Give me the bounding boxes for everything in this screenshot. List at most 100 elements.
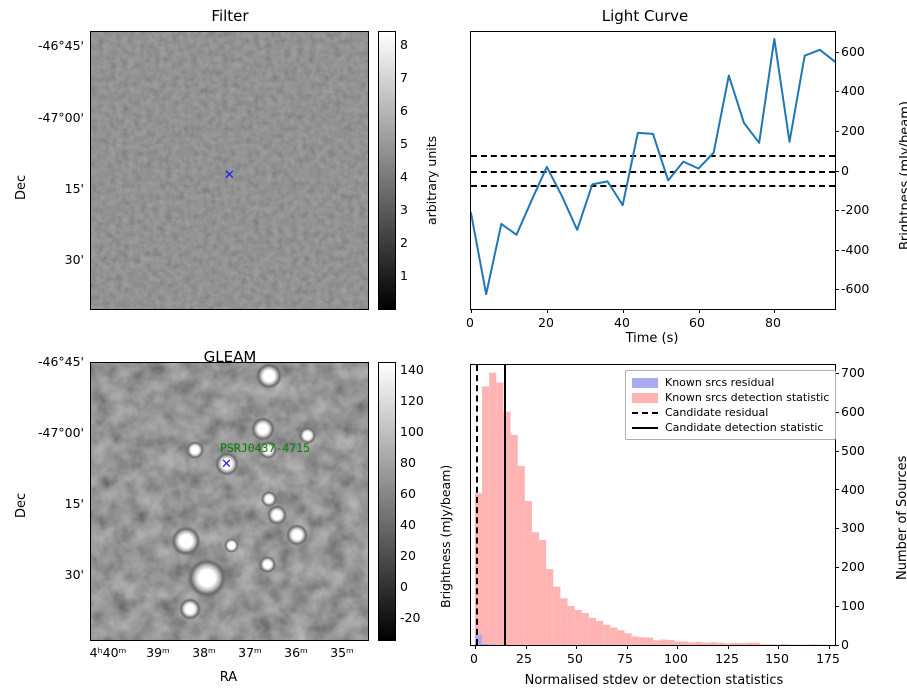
hist-ytick-500: 500 bbox=[841, 443, 865, 458]
hist-xtick-mark-175 bbox=[828, 645, 830, 649]
legend-line-candidate-detection-statistic bbox=[632, 426, 658, 429]
gleam-cb-tick-60: 60 bbox=[400, 486, 416, 501]
hist-xtick-mark-25 bbox=[525, 645, 527, 649]
lc-xtick-80: 80 bbox=[765, 315, 781, 330]
legend-swatch-known-srcs-detection-statistic bbox=[632, 392, 658, 403]
gleam-source-label: PSRJ0437-4715 bbox=[220, 441, 311, 455]
lc-ytick-600: 600 bbox=[841, 44, 865, 59]
hist-ytick-mark-100 bbox=[835, 606, 839, 608]
mean-line bbox=[471, 170, 835, 173]
gleam-title: GLEAM bbox=[203, 348, 257, 366]
light-curve-title: Light Curve bbox=[601, 7, 689, 25]
histogram-xlabel: Normalised stdev or detection statistics bbox=[524, 673, 784, 688]
legend-item-known-srcs-detection-statistic[interactable]: Known srcs detection statistic bbox=[632, 390, 829, 405]
gleam-candidate-cross: ✕ bbox=[221, 457, 232, 472]
gleam-cb-tick-120: 120 bbox=[400, 393, 424, 408]
filter-ytick-0: -46°45' bbox=[37, 38, 84, 53]
hist-xtick-125: 125 bbox=[715, 651, 739, 666]
gleam-source bbox=[171, 526, 201, 556]
hist-xtick-25: 25 bbox=[516, 651, 532, 666]
lc-xtick-mark-80 bbox=[774, 309, 776, 313]
histogram-axes: Known srcs residual Known srcs detection… bbox=[470, 364, 839, 649]
hist-ytick-mark-500 bbox=[835, 450, 839, 452]
filter-ytick-2: 15' bbox=[64, 181, 84, 196]
filter-ytick-3: 30' bbox=[64, 252, 84, 267]
gleam-xtick-4: 36ᵐ bbox=[284, 645, 308, 660]
filter-cb-tick-4: 4 bbox=[400, 169, 408, 184]
histogram-legend: Known srcs residual Known srcs detection… bbox=[625, 370, 837, 440]
gleam-source bbox=[286, 524, 308, 546]
filter-title: Filter bbox=[211, 7, 249, 25]
gleam-cb-tick-40: 40 bbox=[400, 517, 416, 532]
hist-xtick-150: 150 bbox=[765, 651, 789, 666]
filter-colorbar-label: arbitrary units bbox=[424, 135, 439, 225]
gleam-cb-tick-20: 20 bbox=[400, 548, 416, 563]
lc-ytick-m200: -200 bbox=[841, 202, 870, 217]
lc-ytick-mark-m200 bbox=[835, 210, 839, 212]
gleam-ylabel: Dec bbox=[14, 492, 29, 518]
filter-sky-image: ✕ bbox=[90, 31, 369, 310]
lc-xtick-mark-20 bbox=[546, 309, 548, 313]
gleam-source bbox=[256, 363, 282, 389]
panel-gleam: GLEAM -46°45' -47°00' 15' 30' Dec bbox=[0, 340, 460, 699]
gleam-source bbox=[187, 558, 227, 598]
gleam-xtick-5: 35ᵐ bbox=[330, 645, 354, 660]
gleam-source bbox=[259, 556, 276, 573]
gleam-cb-tick-m20: -20 bbox=[400, 610, 421, 625]
hist-xtick-mark-150 bbox=[778, 645, 780, 649]
lc-xtick-60: 60 bbox=[689, 315, 705, 330]
panel-filter: Filter -46°45' -47°00' 15' 30' Dec bbox=[0, 0, 460, 340]
light-curve-xlabel: Time (s) bbox=[625, 331, 679, 346]
hist-ytick-mark-400 bbox=[835, 489, 839, 491]
gleam-ytick-2: 15' bbox=[64, 496, 84, 511]
filter-cb-tick-8: 8 bbox=[400, 37, 408, 52]
gleam-cb-tick-0: 0 bbox=[400, 579, 408, 594]
light-curve-axes bbox=[470, 31, 839, 313]
gleam-source bbox=[267, 505, 287, 525]
hist-xtick-mark-0 bbox=[475, 645, 476, 649]
hist-ytick-700: 700 bbox=[841, 365, 865, 380]
gleam-xtick-1: 39ᵐ bbox=[146, 645, 170, 660]
gleam-source bbox=[261, 491, 277, 507]
histogram-bars bbox=[474, 372, 832, 645]
hist-xtick-mark-100 bbox=[677, 645, 679, 649]
legend-swatch-known-srcs-residual bbox=[632, 377, 658, 388]
hist-ytick-0: 0 bbox=[841, 637, 849, 652]
hist-ytick-mark-0 bbox=[835, 645, 839, 646]
lc-ytick-mark-200 bbox=[835, 130, 839, 132]
gleam-source bbox=[299, 427, 316, 444]
filter-cb-tick-1: 1 bbox=[400, 268, 408, 283]
gleam-ytick-1: -47°00' bbox=[37, 425, 84, 440]
threshold-upper-line bbox=[471, 154, 835, 157]
gleam-target-source bbox=[215, 452, 239, 476]
legend-item-candidate-residual[interactable]: Candidate residual bbox=[632, 405, 829, 420]
gleam-source bbox=[259, 441, 277, 459]
hist-ytick-mark-600 bbox=[835, 411, 839, 413]
gleam-source bbox=[224, 538, 239, 553]
hist-xtick-mark-75 bbox=[626, 645, 628, 649]
gleam-source bbox=[179, 598, 201, 620]
lc-ytick-200: 200 bbox=[841, 123, 865, 138]
gleam-xtick-3: 37ᵐ bbox=[238, 645, 262, 660]
lc-xtick-40: 40 bbox=[614, 315, 630, 330]
hist-ytick-100: 100 bbox=[841, 598, 865, 613]
gleam-source bbox=[186, 441, 204, 459]
gleam-cb-tick-80: 80 bbox=[400, 455, 416, 470]
gleam-source bbox=[251, 417, 275, 441]
gleam-ytick-0: -46°45' bbox=[37, 354, 84, 369]
legend-item-candidate-detection-statistic[interactable]: Candidate detection statistic bbox=[632, 420, 829, 435]
lc-ytick-mark-600 bbox=[835, 51, 839, 53]
gleam-ytick-3: 30' bbox=[64, 567, 84, 582]
filter-cb-tick-6: 6 bbox=[400, 103, 408, 118]
filter-candidate-cross: ✕ bbox=[224, 168, 235, 183]
hist-xtick-0: 0 bbox=[470, 651, 478, 666]
filter-cb-tick-3: 3 bbox=[400, 202, 408, 217]
legend-item-known-srcs-residual[interactable]: Known srcs residual bbox=[632, 375, 829, 390]
filter-cb-tick-5: 5 bbox=[400, 136, 408, 151]
light-curve-ylabel: Brightness (mJy/beam) bbox=[898, 101, 907, 250]
lc-xtick-mark-40 bbox=[622, 309, 624, 313]
threshold-lower-line bbox=[471, 185, 835, 188]
lc-ytick-mark-400 bbox=[835, 91, 839, 93]
hist-xtick-175: 175 bbox=[816, 651, 840, 666]
hist-ytick-600: 600 bbox=[841, 404, 865, 419]
